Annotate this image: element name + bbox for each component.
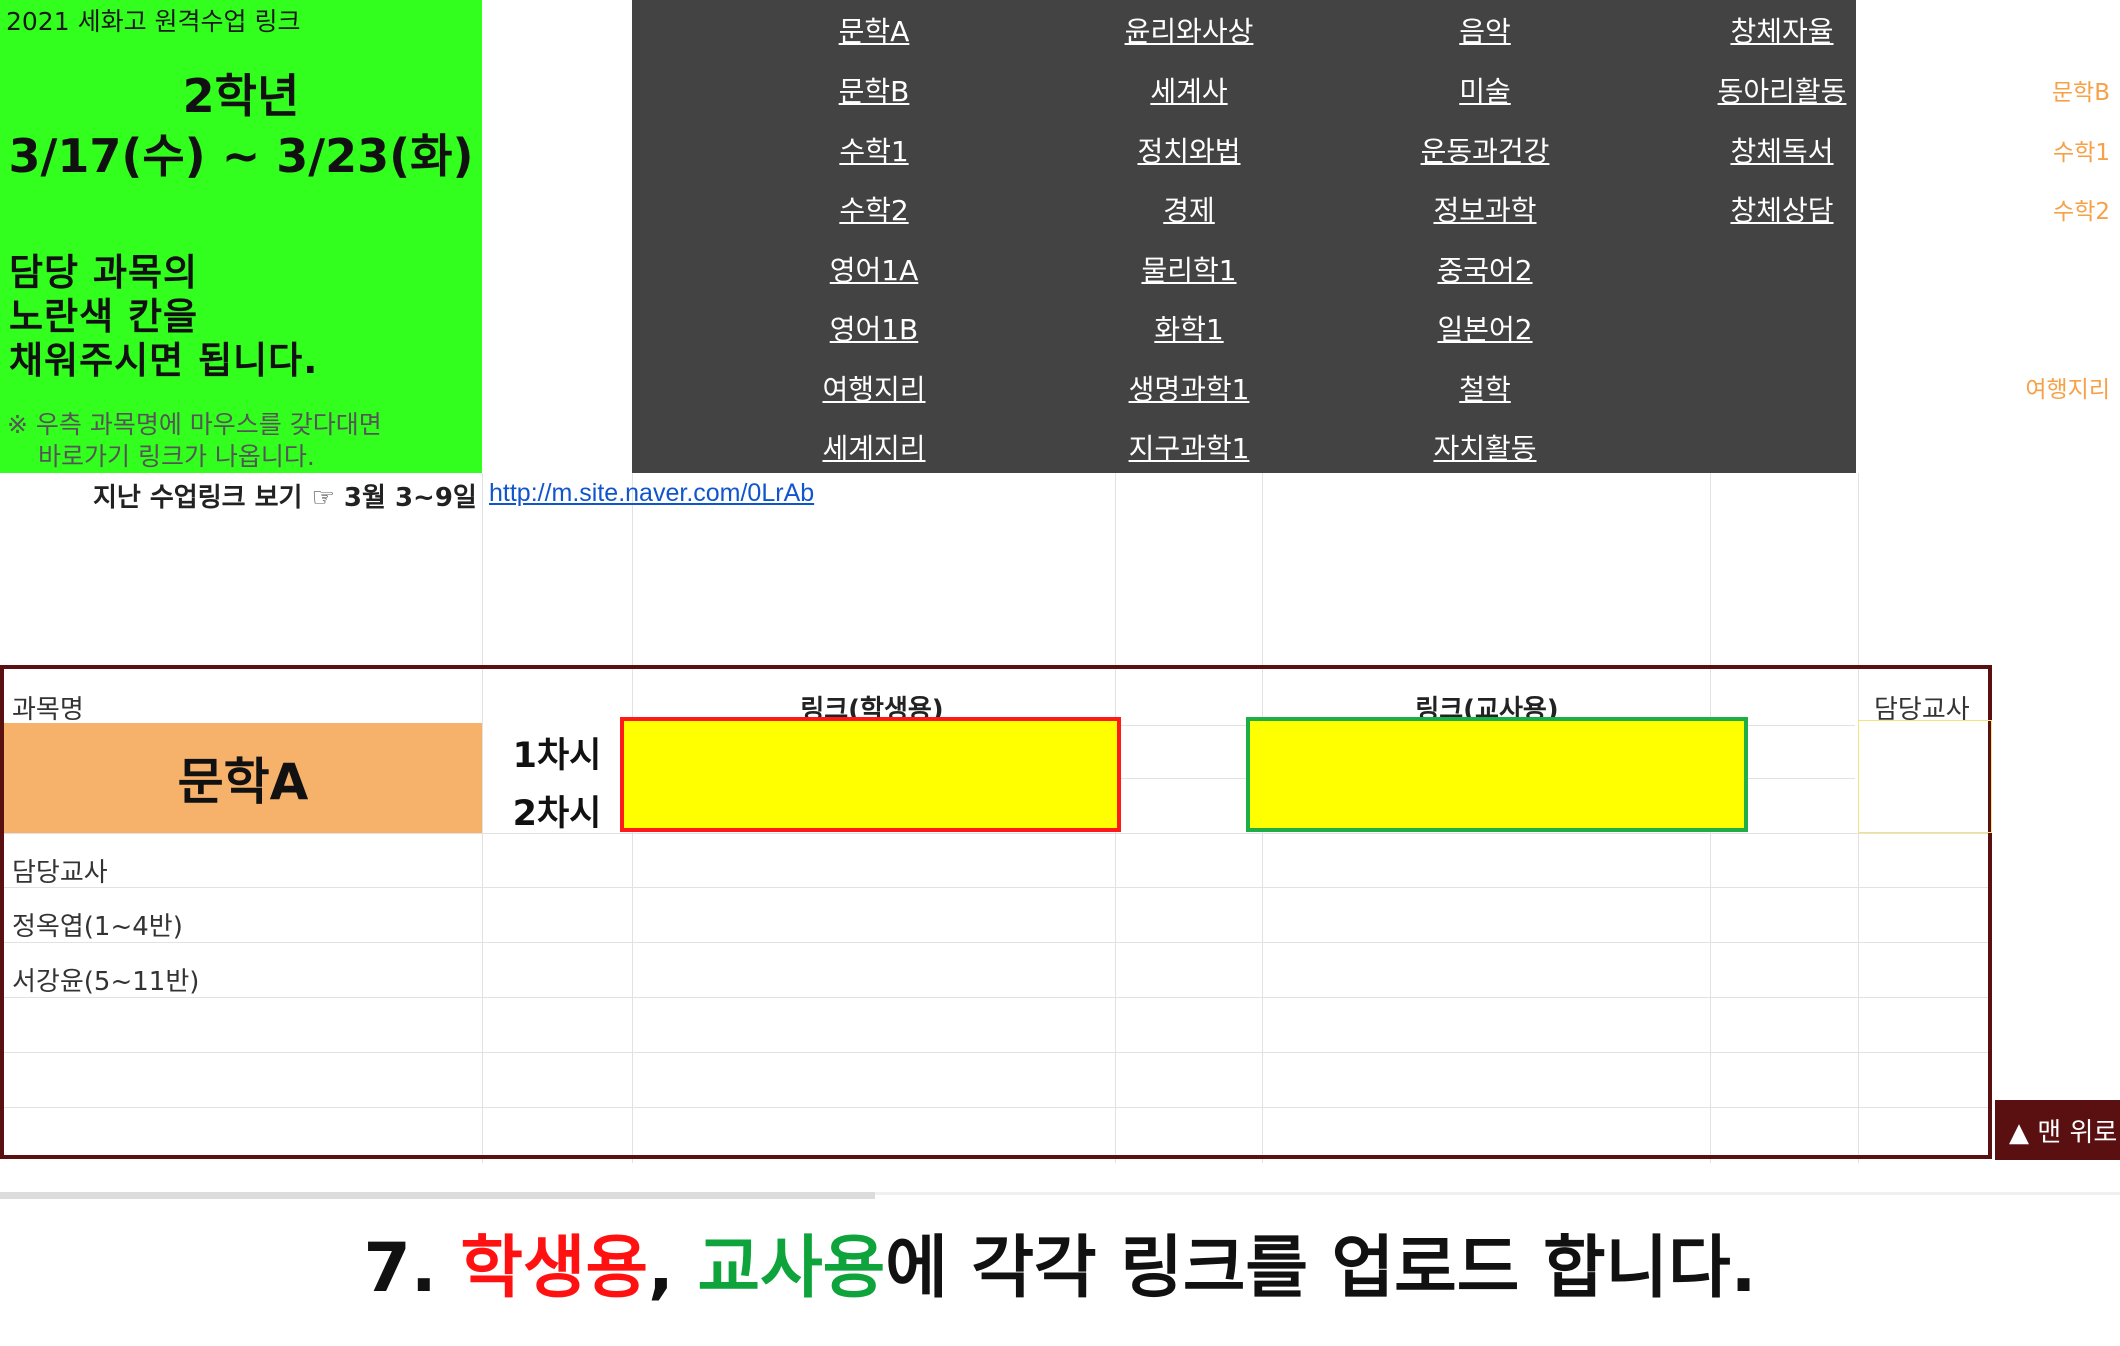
grid-row-line: [4, 1052, 1989, 1053]
grid-row-line: [4, 887, 1989, 888]
subject-table: [0, 665, 1992, 1159]
student-link-input[interactable]: [620, 717, 1121, 832]
menu-link-info-science[interactable]: 정보과학: [1433, 194, 1537, 227]
side-link-literature-b[interactable]: 문학B: [2051, 80, 2110, 106]
subject-name-cell: 문학A: [4, 723, 482, 833]
menu-link-literature-b[interactable]: 문학B: [838, 75, 910, 108]
past-links-label: 지난 수업링크 보기 ☞ 3월 3~9일: [93, 483, 477, 513]
side-link-math-2[interactable]: 수학2: [2053, 199, 2110, 225]
grid-column-line: [482, 473, 483, 1163]
menu-link-club-activity[interactable]: 동아리활동: [1717, 75, 1847, 108]
caption-suffix: 에 각각 링크를 업로드 합니다.: [885, 1229, 1757, 1308]
subject-name-header: 과목명: [12, 695, 84, 725]
grid-row-line: [4, 997, 1989, 998]
menu-link-economics[interactable]: 경제: [1163, 194, 1215, 227]
date-range: 3/17(수) ~ 3/23(화): [8, 129, 474, 183]
note-line-1: ※ 우측 과목명에 마우스를 갖다대면: [7, 410, 382, 439]
grade-label: 2학년: [182, 69, 300, 123]
menu-link-math-1[interactable]: 수학1: [839, 135, 909, 168]
scrollbar-thumb[interactable]: [0, 1192, 875, 1199]
note-line-2: 바로가기 링크가 나옵니다.: [38, 442, 315, 471]
menu-link-creative-counseling[interactable]: 창체상담: [1730, 194, 1834, 227]
menu-link-math-2[interactable]: 수학2: [839, 194, 909, 227]
menu-link-chinese-2[interactable]: 중국어2: [1437, 254, 1533, 287]
teacher-1: 정옥엽(1~4반): [12, 912, 183, 942]
period-2-label: 2차시: [512, 794, 602, 834]
instruction-caption: 7. 학생용, 교사용에 각각 링크를 업로드 합니다.: [0, 1212, 2120, 1311]
instruction-line-3: 채워주시면 됩니다.: [9, 339, 319, 382]
side-link-travel-geography[interactable]: 여행지리: [2025, 377, 2110, 403]
instruction-line-2: 노란색 칸을: [9, 295, 199, 338]
side-link-math-1[interactable]: 수학1: [2053, 140, 2110, 166]
teacher-name-cell[interactable]: [1858, 720, 1992, 833]
menu-link-creative-autonomy[interactable]: 창체자율: [1730, 15, 1834, 48]
info-panel: 2021 세화고 원격수업 링크 2학년 3/17(수) ~ 3/23(화) 담…: [0, 0, 482, 473]
teacher-2: 서강윤(5~11반): [12, 967, 200, 997]
teacher-label: 담당교사: [12, 858, 108, 888]
grid-row-line: [4, 1107, 1989, 1108]
menu-link-exercise-health[interactable]: 운동과건강: [1420, 135, 1550, 168]
instruction-line-1: 담당 과목의: [9, 251, 199, 294]
caption-comma: ,: [648, 1229, 698, 1308]
subject-menu: 문학A 문학B 수학1 수학2 영어1A 영어1B 여행지리 세계지리 윤리와사…: [632, 0, 1856, 473]
menu-link-physics-1[interactable]: 물리학1: [1141, 254, 1237, 287]
menu-link-world-geography[interactable]: 세계지리: [822, 432, 926, 465]
horizontal-scrollbar[interactable]: [0, 1192, 2120, 1195]
menu-link-literature-a[interactable]: 문학A: [838, 15, 910, 48]
caption-student: 학생용: [460, 1229, 649, 1308]
caption-prefix: 7.: [363, 1229, 461, 1308]
menu-link-art[interactable]: 미술: [1459, 75, 1511, 108]
menu-link-world-history[interactable]: 세계사: [1150, 75, 1228, 108]
menu-link-philosophy[interactable]: 철학: [1459, 373, 1511, 406]
period-1-label: 1차시: [512, 736, 602, 776]
menu-link-ethics-thought[interactable]: 윤리와사상: [1124, 15, 1254, 48]
grid-row-line: [4, 833, 1989, 834]
menu-link-japanese-2[interactable]: 일본어2: [1437, 313, 1533, 346]
menu-link-travel-geography[interactable]: 여행지리: [822, 373, 926, 406]
menu-link-biology-1[interactable]: 생명과학1: [1128, 373, 1250, 406]
menu-link-earth-science-1[interactable]: 지구과학1: [1128, 432, 1250, 465]
menu-link-creative-reading[interactable]: 창체독서: [1730, 135, 1834, 168]
menu-link-politics-law[interactable]: 정치와법: [1137, 135, 1241, 168]
teacher-link-input[interactable]: [1246, 717, 1748, 832]
grid-row-line: [4, 942, 1989, 943]
menu-link-english-1b[interactable]: 영어1B: [829, 313, 919, 346]
back-to-top-button[interactable]: ▲ 맨 위로: [1995, 1100, 2120, 1160]
menu-link-music[interactable]: 음악: [1459, 15, 1511, 48]
menu-link-chemistry-1[interactable]: 화학1: [1154, 313, 1224, 346]
past-links-url[interactable]: http://m.site.naver.com/0LrAb: [489, 479, 815, 507]
caption-teacher: 교사용: [697, 1229, 886, 1308]
sheet-title: 2021 세화고 원격수업 링크: [6, 7, 301, 36]
menu-link-self-governance[interactable]: 자치활동: [1433, 432, 1537, 465]
menu-link-english-1a[interactable]: 영어1A: [829, 254, 919, 287]
